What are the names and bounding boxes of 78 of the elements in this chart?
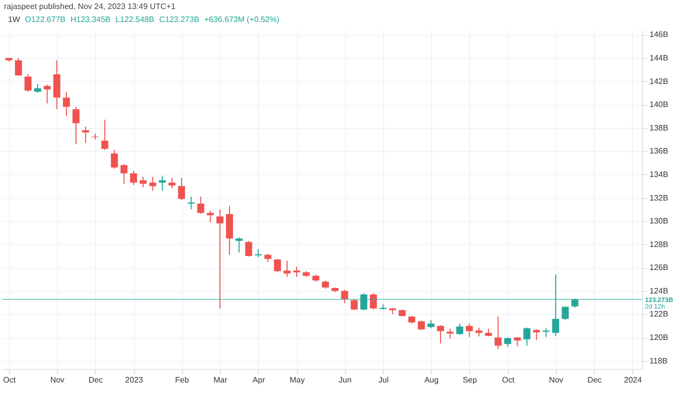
y-tick-label: 130B — [650, 216, 668, 226]
text: +636.673M (+0.52%) — [204, 15, 280, 24]
candlestick — [34, 83, 42, 94]
y-tick-label: 120B — [650, 333, 668, 342]
candlestick — [149, 176, 156, 192]
x-tick-label: Jun — [338, 376, 352, 384]
candlestick — [341, 289, 348, 304]
x-tick-label: Oct — [502, 376, 516, 384]
candlestick — [44, 84, 51, 104]
x-tick-label: Dec — [88, 376, 103, 384]
y-tick-label: 118B — [650, 356, 668, 366]
y-tick-label: 144B — [650, 53, 668, 62]
candlestick — [466, 323, 473, 338]
candlestick — [456, 323, 464, 336]
candlestick — [284, 260, 291, 278]
candlestick — [197, 196, 204, 215]
candlestick — [504, 337, 512, 348]
y-tick-label: 124B — [650, 286, 668, 296]
text: rajaspeet published, Nov 24, 2023 13:49 UTC+1 — [3, 1, 176, 13]
x-tick-label: Sep — [462, 376, 478, 384]
x-tick-label: Dec — [587, 376, 602, 384]
candlestick — [82, 126, 90, 144]
y-tick-label: 134B — [650, 170, 668, 179]
candlestick — [523, 327, 530, 346]
candlestick — [552, 274, 560, 336]
candlestick — [562, 306, 569, 321]
text: 1W — [8, 15, 20, 24]
candlestick — [14, 57, 22, 76]
candlestick — [446, 328, 454, 340]
y-tick-label: 140B — [650, 100, 668, 110]
candlestick — [293, 266, 300, 278]
x-tick-label: Oct — [3, 376, 16, 384]
candlestick — [140, 176, 147, 188]
x-tick-label: Aug — [424, 376, 439, 384]
y-tick-label: 138B — [650, 123, 668, 132]
candlestick — [130, 170, 138, 186]
text: L122.548B — [116, 15, 154, 24]
candlestick — [236, 236, 243, 254]
candlestick — [274, 258, 281, 273]
x-tick-label: Nov — [549, 376, 564, 384]
text: O122.677B — [25, 15, 66, 24]
x-tick-label: Nov — [50, 376, 64, 384]
candlestick — [245, 240, 252, 258]
candlestick — [110, 149, 118, 170]
candlestick — [532, 328, 540, 340]
text: H123.345B — [70, 15, 111, 24]
candlestick — [418, 320, 425, 330]
x-tick-label: Feb — [175, 376, 190, 384]
candlestick — [437, 324, 444, 344]
candlestick — [370, 292, 377, 310]
candlestick — [24, 74, 32, 92]
candlestick — [178, 177, 186, 201]
candlestick — [62, 91, 70, 117]
x-tick-label: Jul — [378, 376, 389, 384]
y-tick-label: 146B — [650, 30, 668, 40]
candlestick — [101, 119, 108, 150]
candlestick — [494, 316, 502, 350]
y-tick-label: 126B — [650, 263, 668, 272]
y-tick-label: 136B — [650, 146, 668, 156]
x-tick-label: Apr — [252, 376, 266, 384]
candlestick — [72, 106, 80, 145]
x-tick-label: 2023 — [125, 376, 144, 384]
text: C123.273B — [159, 15, 200, 24]
y-tick-label: 122B — [650, 310, 668, 319]
candlestick — [350, 298, 358, 311]
candlestick — [120, 163, 128, 184]
x-tick-label: Mar — [214, 376, 228, 384]
x-tick-label: 2024 — [624, 376, 642, 384]
candlestick — [168, 177, 176, 189]
candlestick — [514, 336, 521, 347]
candlestick — [216, 208, 224, 309]
candlestick — [571, 298, 578, 308]
y-tick-label: 132B — [650, 193, 668, 202]
y-tick-label: 128B — [650, 240, 668, 249]
y-tick-label: 142B — [650, 76, 668, 86]
x-tick-label: May — [290, 376, 305, 384]
candlestick — [53, 60, 60, 110]
candlestick — [360, 292, 368, 311]
